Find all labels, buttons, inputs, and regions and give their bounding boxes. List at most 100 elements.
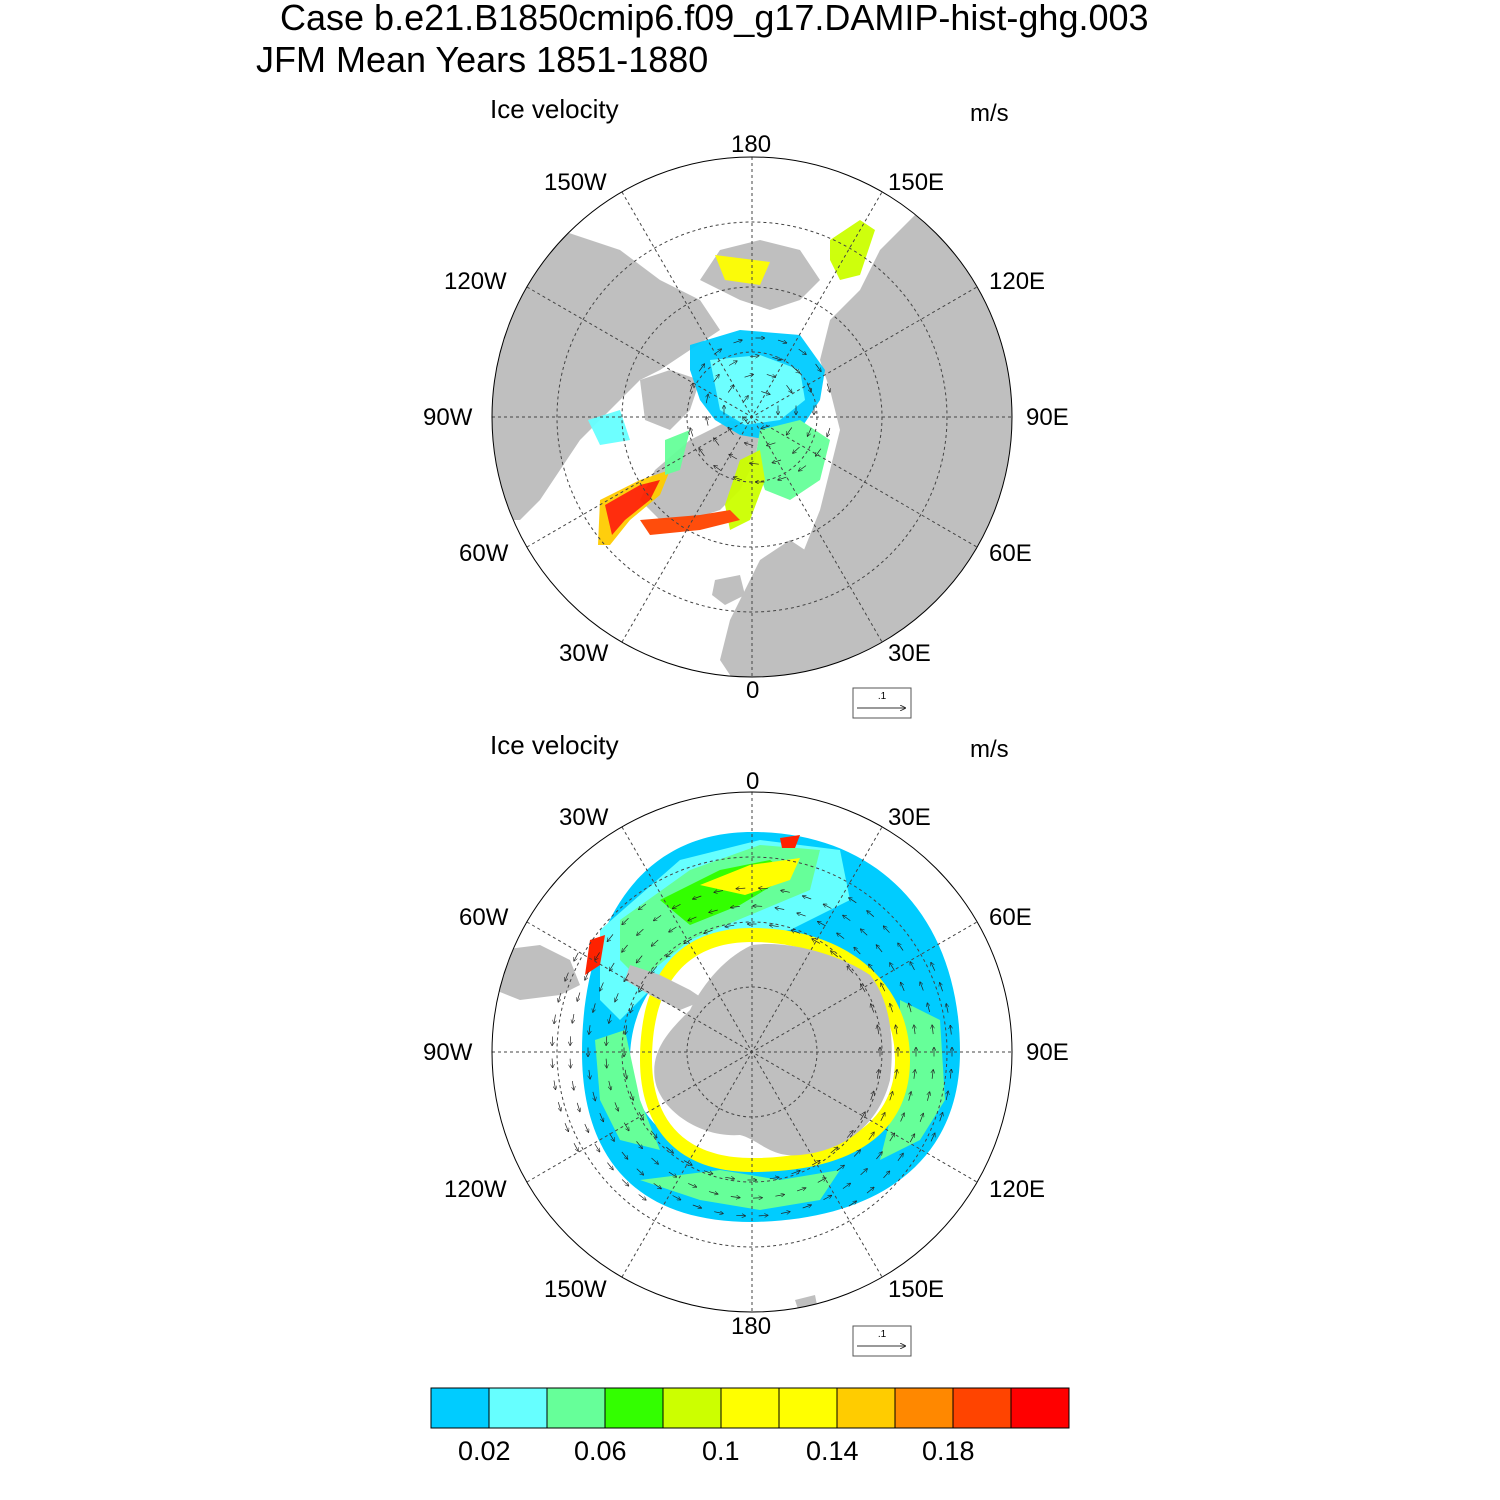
north-america-land	[492, 230, 720, 520]
velocity-arrow	[932, 1025, 933, 1035]
velocity-arrow	[749, 356, 759, 357]
velocity-arrow	[867, 911, 875, 917]
velocity-arrow	[714, 891, 724, 893]
scandinavia-land	[720, 540, 830, 677]
velocity-arrow	[606, 1058, 607, 1068]
velocity-arrow	[689, 384, 693, 393]
north-lon-label-150w: 150W	[544, 169, 607, 196]
velocity-arrow	[593, 1003, 595, 1012]
velocity-arrow	[589, 1025, 590, 1034]
velocity-arrow	[759, 888, 768, 889]
velocity-arrow	[817, 1178, 826, 1183]
velocity-arrow	[684, 938, 693, 944]
south-velocity-vectors	[552, 888, 952, 1216]
north-lon-label-120e: 120E	[989, 268, 1046, 295]
barents-ice	[755, 420, 830, 500]
velocity-arrow	[654, 915, 662, 920]
velocity-arrow	[672, 1195, 681, 1200]
velocity-arrow	[727, 385, 733, 393]
velocity-arrow	[876, 945, 883, 953]
south-lon-label-30w: 30W	[559, 804, 609, 831]
velocity-arrow	[728, 361, 737, 366]
velocity-arrow	[589, 1069, 590, 1079]
east-greenland-ice	[725, 450, 765, 530]
velocity-arrow	[594, 1143, 600, 1152]
south-lon-label-0: 0	[746, 768, 760, 795]
velocity-arrow	[848, 1201, 857, 1207]
south-panel-title: Ice velocity	[490, 730, 619, 760]
velocity-arrow	[733, 340, 743, 344]
velocity-arrow	[946, 1091, 948, 1101]
velocity-arrow	[725, 925, 735, 927]
velocity-arrow	[713, 349, 721, 355]
velocity-arrow	[706, 394, 708, 404]
velocity-arrow	[846, 1131, 853, 1138]
velocity-arrow	[836, 1165, 844, 1172]
colorbar-box	[720, 1387, 780, 1429]
velocity-arrow	[714, 466, 722, 472]
velocity-arrow	[625, 1025, 627, 1034]
velocity-arrow	[910, 962, 915, 971]
velocity-arrow	[950, 1026, 951, 1035]
velocity-arrow	[650, 1130, 657, 1138]
velocity-arrow	[736, 1215, 745, 1216]
north-lon-label-120w: 120W	[444, 268, 507, 295]
velocity-arrow	[599, 1113, 604, 1121]
velocity-arrow	[708, 1192, 718, 1194]
velocity-arrow	[767, 442, 776, 446]
velocity-arrow	[688, 916, 697, 921]
velocity-arrow	[770, 925, 779, 927]
velocity-arrow	[847, 966, 854, 974]
velocity-arrow	[714, 1212, 723, 1214]
iceland-land	[712, 575, 745, 605]
velocity-arrow	[683, 1160, 692, 1166]
velocity-arrow	[798, 348, 806, 354]
velocity-arrow	[808, 427, 812, 436]
velocity-arrow	[639, 983, 644, 992]
velocity-arrow	[931, 963, 936, 971]
velocity-arrow	[692, 1204, 702, 1208]
velocity-arrow	[930, 1133, 935, 1142]
south-lon-label-150e: 150E	[888, 1276, 945, 1303]
velocity-arrow	[797, 913, 806, 917]
velocity-arrow	[728, 428, 734, 436]
velocity-arrow	[636, 1168, 644, 1175]
colorbar-box	[778, 1387, 838, 1429]
velocity-arrow	[669, 926, 677, 932]
colorbar-box	[604, 1387, 664, 1429]
velocity-arrow	[869, 964, 875, 972]
velocity-arrow	[807, 383, 812, 392]
velocity-arrow	[766, 374, 776, 377]
north-reference-vector-label: .1	[878, 691, 887, 702]
velocity-arrow	[742, 396, 748, 404]
ross-ice-green	[640, 1170, 840, 1210]
velocity-arrow	[914, 1070, 915, 1079]
north-lon-label-150e: 150E	[888, 169, 945, 196]
velocity-arrow	[713, 375, 719, 383]
colorbar-tick-label: 0.06	[574, 1436, 627, 1466]
velocity-arrow	[595, 952, 600, 960]
velocity-arrow	[651, 966, 658, 973]
velocity-arrow	[564, 1122, 568, 1131]
south-lon-label-180: 180	[731, 1313, 772, 1340]
velocity-arrow	[593, 1091, 595, 1101]
velocity-arrow	[781, 891, 790, 893]
north-lon-label-60w: 60W	[459, 540, 509, 567]
velocity-arrow	[622, 917, 629, 924]
velocity-arrow	[775, 908, 785, 910]
velocity-arrow	[827, 427, 831, 437]
velocity-arrow	[884, 926, 890, 933]
velocity-arrow	[880, 1113, 885, 1121]
colorbar	[430, 1387, 1070, 1429]
velocity-arrow	[792, 930, 801, 934]
velocity-arrow	[638, 1194, 646, 1201]
velocity-arrow	[609, 1080, 611, 1090]
velocity-arrow	[950, 1070, 951, 1079]
velocity-arrow	[574, 952, 579, 961]
velocity-arrow	[946, 1004, 948, 1013]
south-lon-label-120w: 120W	[444, 1176, 507, 1203]
south-graticule	[492, 792, 1012, 1312]
velocity-arrow	[607, 1162, 613, 1170]
weddell-ice-red	[780, 835, 800, 848]
velocity-arrow	[761, 425, 770, 429]
